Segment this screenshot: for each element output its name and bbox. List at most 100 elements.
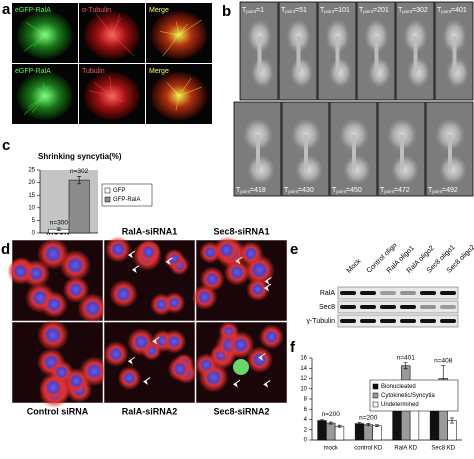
arrow [127,250,136,259]
filament [23,34,46,52]
cell-bridge [352,134,356,170]
error-bar [403,362,408,370]
blot-band [420,319,436,323]
filament [175,21,180,36]
gfp-cell [233,359,249,375]
cell-bridge [304,134,308,170]
arrow [152,336,160,345]
time-prefix: T [236,187,241,194]
filament [178,23,188,36]
arrow [143,377,151,385]
time-prefix: T [380,187,385,194]
legend-swatch [104,187,111,194]
image-label: Control siRNA [27,406,89,416]
bar [363,424,373,441]
time-prefix: T [320,7,325,14]
time-prefix: T [398,7,403,14]
cell [162,329,187,354]
y-tick-label: 10 [300,386,307,392]
blot-row-label: γ-Tubulin [306,318,335,325]
cell-bridge [296,36,301,73]
blot-band [400,305,416,309]
cell-bridge [335,36,340,73]
cell [223,259,251,286]
cell [77,293,108,324]
y-tick-label: 14 [300,366,307,372]
panel-letter: d [1,241,10,258]
x-tick-label: RalA KD [394,446,417,452]
time-value: =430 [298,187,314,194]
time-prefix: T [359,7,364,14]
arrow [127,356,136,365]
filament [175,95,180,111]
cell [63,367,90,394]
error-bar [56,227,61,231]
x-tick-label: Sec8 KD [431,446,455,452]
blot-band [440,305,456,309]
arrow [258,353,266,361]
y-tick-label: 8 [304,397,308,403]
cell [164,248,185,270]
time-label: Tpoint=1 [242,7,264,14]
time-label: Tpoint=492 [428,187,458,194]
time-prefix: T [281,7,286,14]
time-label: Tpoint=302 [398,7,428,14]
blot-band [340,319,356,323]
cell [104,236,132,263]
arrow [131,265,140,274]
cell [167,356,193,382]
arrow [263,283,272,292]
time-value: =492 [442,187,458,194]
cell [227,331,255,359]
bar [447,420,457,441]
cell-bridge [452,36,457,73]
time-value: =472 [394,187,410,194]
filament [111,95,126,103]
filament [111,14,121,36]
time-value: =1 [256,7,264,14]
legend-label: Undetermined [381,402,419,408]
cell [109,279,138,309]
filament [33,34,46,48]
legend-label: Cytokinetic/Syncytia [381,393,435,399]
blot-band [420,305,436,309]
y-tick-label: 0 [304,438,308,444]
time-prefix: T [284,187,289,194]
legend-swatch [372,383,379,390]
sample-size: n=300 [50,220,69,227]
time-label: Tpoint=430 [284,187,314,194]
filament [42,34,46,36]
legend-swatch [104,196,111,203]
cell-bridge [257,36,262,73]
filament [174,34,180,37]
panel-letter: a [2,1,11,18]
filament [25,21,46,36]
blot-band [340,305,356,309]
y-tick-label: 4 [304,417,308,423]
time-label: Tpoint=51 [281,7,307,14]
time-subscript: point [246,9,257,14]
time-subscript: point [441,9,452,14]
time-value: =201 [373,7,389,14]
filament [178,86,202,97]
panel-letter: e [290,241,298,258]
y-tick-label: 12 [300,376,307,382]
cell-blob [342,154,372,185]
blot-row-label: RalA [320,290,336,297]
blot-band [400,319,416,323]
filament [111,90,118,97]
arrow [165,257,173,266]
time-subscript: point [336,189,347,194]
filament [109,76,113,97]
image-label: Sec8-siRNA2 [213,406,269,416]
bar [372,425,382,441]
chart-title: Shrinking syncytia(%) [38,152,122,161]
time-value: =101 [334,7,350,14]
time-label: Tpoint=101 [320,7,350,14]
legend-swatch [372,401,379,408]
cell [103,341,129,367]
image-label: Tubulin [82,68,105,75]
filament [111,33,116,36]
time-prefix: T [242,7,247,14]
filament [111,95,122,103]
